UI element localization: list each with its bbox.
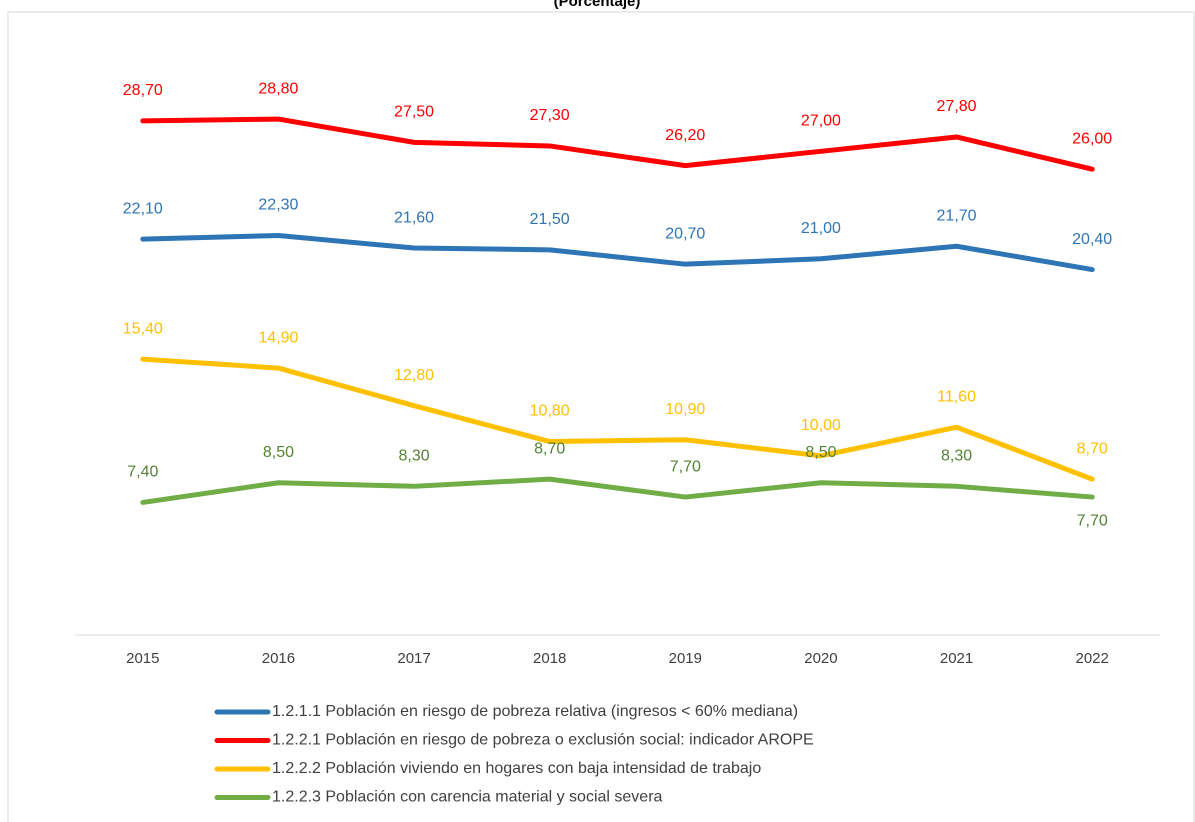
- data-label: 27,30: [530, 107, 570, 124]
- legend-label: 1.2.2.3 Población con carencia material …: [272, 789, 663, 806]
- data-label: 15,40: [123, 320, 163, 337]
- series-line: [140, 476, 1095, 505]
- data-label: 8,70: [534, 440, 565, 457]
- x-tick-label: 2018: [533, 650, 566, 667]
- data-label: 28,70: [123, 82, 163, 99]
- data-label: 20,40: [1072, 231, 1112, 248]
- data-label: 8,30: [941, 448, 972, 465]
- data-label: 11,60: [937, 388, 976, 405]
- x-tick-label: 2017: [397, 650, 430, 667]
- legend-label: 1.2.2.1 Población en riesgo de pobreza o…: [272, 732, 814, 749]
- x-tick-label: 2020: [804, 650, 837, 667]
- data-label: 8,70: [1077, 440, 1108, 457]
- series-line: [140, 116, 1095, 172]
- data-label: 12,80: [394, 367, 434, 384]
- data-label: 21,50: [530, 211, 570, 228]
- data-label: 28,80: [258, 80, 298, 97]
- chart-frame: [7, 11, 1195, 822]
- legend-label: 1.2.1.1 Población en riesgo de pobreza r…: [272, 703, 798, 720]
- x-tick-label: 2021: [940, 650, 973, 667]
- data-label: 27,80: [937, 98, 977, 115]
- data-label: 8,50: [805, 444, 836, 461]
- data-label: 14,90: [258, 329, 298, 346]
- data-label: 27,00: [801, 113, 841, 130]
- legend-label: 1.2.2.2 Población viviendo en hogares co…: [272, 760, 761, 777]
- data-label: 26,00: [1072, 130, 1112, 147]
- x-tick-label: 2022: [1076, 650, 1109, 667]
- data-label: 26,20: [665, 127, 705, 144]
- data-label: 27,50: [394, 104, 434, 121]
- data-label: 10,00: [801, 417, 841, 434]
- data-label: 7,40: [127, 464, 158, 481]
- data-label: 8,30: [398, 448, 429, 465]
- x-tick-label: 2016: [262, 650, 295, 667]
- data-label: 7,70: [1077, 512, 1108, 529]
- data-label: 21,60: [394, 209, 434, 226]
- data-label: 22,10: [123, 200, 163, 217]
- data-label: 21,00: [801, 220, 841, 237]
- data-label: 21,70: [937, 207, 977, 224]
- x-tick-label: 2015: [126, 650, 159, 667]
- data-label: 22,30: [258, 197, 298, 214]
- data-label: 20,70: [665, 225, 705, 242]
- x-tick-label: 2019: [669, 650, 702, 667]
- series-line: [140, 356, 1095, 482]
- data-label: 7,70: [670, 458, 701, 475]
- series-line: [140, 233, 1095, 273]
- chart-title: (Porcentaje): [554, 0, 641, 10]
- data-label: 10,90: [665, 401, 705, 418]
- data-label: 8,50: [263, 444, 294, 461]
- data-label: 10,80: [530, 403, 570, 420]
